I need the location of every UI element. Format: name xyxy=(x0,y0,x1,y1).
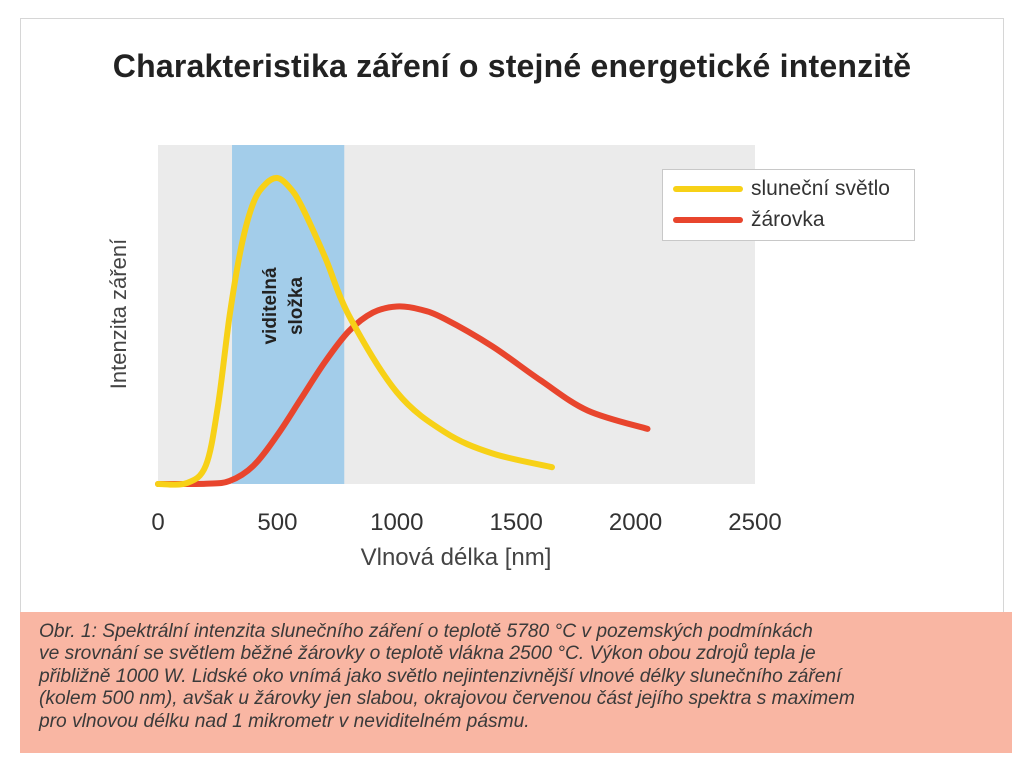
band-label-line1: viditelná xyxy=(260,267,281,345)
figure-caption: Obr. 1: Spektrální intenzita slunečního … xyxy=(20,612,1012,753)
chart-title: Charakteristika záření o stejné energeti… xyxy=(112,48,912,84)
x-tick-label: 2000 xyxy=(609,509,662,536)
chart-canvas: viditelná složka 0 500 1000 1500 2000 2500 xyxy=(151,145,782,536)
legend-label-bulb: žárovka xyxy=(751,208,825,231)
x-tick-label: 500 xyxy=(257,509,297,536)
x-tick-label: 0 xyxy=(151,509,164,536)
legend-item-bulb: žárovka xyxy=(673,205,825,235)
x-tick-label: 1500 xyxy=(490,509,543,536)
bulb-curve xyxy=(155,303,651,487)
caption-line: pro vlnovou délku nad 1 mikrometr v nevi… xyxy=(39,710,530,732)
y-axis-label: Intenzita záření xyxy=(106,238,131,390)
caption-line: (kolem 500 nm), avšak u žárovky jen slab… xyxy=(39,688,855,710)
caption-line: ve srovnání se světlem běžné žárovky o t… xyxy=(39,643,816,665)
caption-line: přibližně 1000 W. Lidské oko vnímá jako … xyxy=(39,665,842,687)
caption-line: Obr. 1: Spektrální intenzita slunečního … xyxy=(39,621,813,642)
legend-label-sunlight: sluneční světlo xyxy=(751,177,890,200)
x-tick-label: 2500 xyxy=(728,509,781,536)
legend-item-sunlight: sluneční světlo xyxy=(673,174,890,204)
legend: sluneční světlo žárovka xyxy=(662,169,915,241)
x-tick-label: 1000 xyxy=(370,509,423,536)
sunlight-curve xyxy=(155,174,555,488)
legend-swatch-bulb xyxy=(673,217,743,223)
band-label-line2: složka xyxy=(286,277,307,336)
legend-swatch-sunlight xyxy=(673,186,743,192)
x-axis-label: Vlnová délka [nm] xyxy=(360,544,552,571)
